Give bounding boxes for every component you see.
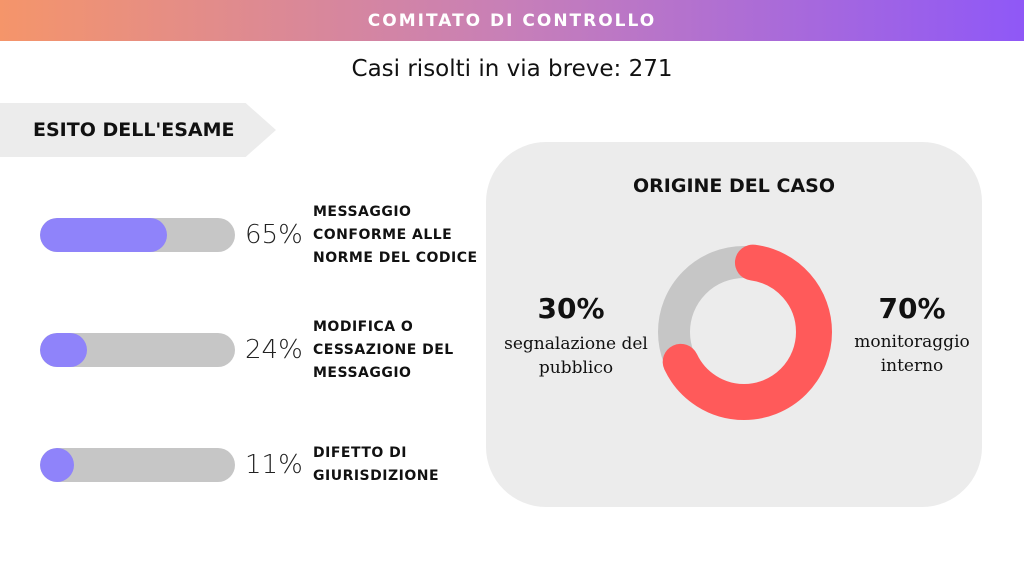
bar-track bbox=[40, 448, 235, 482]
section-tag-label: ESITO DELL'ESAME bbox=[33, 119, 235, 141]
bar-category-label: MODIFICA O CESSAZIONE DEL MESSAGGIO bbox=[313, 319, 454, 381]
bar-value-label: 65% bbox=[245, 220, 303, 250]
slice-name-label-pubblico: segnalazione del pubblico bbox=[504, 334, 648, 378]
bar-category-label: MESSAGGIO CONFORME ALLE NORME DEL CODICE bbox=[313, 204, 478, 266]
bar-fill-conforme bbox=[40, 218, 167, 252]
donut-chart bbox=[656, 244, 832, 420]
case-origin-panel: ORIGINE DEL CASO 30% segnalazione del pu… bbox=[486, 142, 982, 507]
bar-value-label: 11% bbox=[245, 450, 303, 480]
panel-title: ORIGINE DEL CASO bbox=[633, 175, 835, 197]
resolved-cases-subtitle: Casi risolti in via breve: 271 bbox=[351, 56, 673, 82]
header-title: COMITATO DI CONTROLLO bbox=[367, 10, 657, 31]
header-banner: COMITATO DI CONTROLLO bbox=[0, 0, 1024, 41]
bar-track bbox=[40, 333, 235, 367]
bar-fill-difetto bbox=[40, 448, 74, 482]
bar-row-difetto: 11% DIFETTO DI GIURISDIZIONE bbox=[40, 440, 500, 520]
bar-value-label: 24% bbox=[245, 335, 303, 365]
slice-value-label-pubblico: 30% bbox=[537, 292, 605, 325]
donut-slice-interno bbox=[656, 244, 832, 420]
bar-row-modifica: 24% MODIFICA O CESSAZIONE DEL MESSAGGIO bbox=[40, 319, 500, 405]
bar-row-conforme: 65% MESSAGGIO CONFORME ALLE NORME DEL CO… bbox=[40, 204, 500, 290]
slice-value-label-interno: 70% bbox=[878, 292, 946, 325]
slice-name-label-interno: monitoraggio interno bbox=[854, 332, 970, 376]
bar-fill-modifica bbox=[40, 333, 87, 367]
bar-track bbox=[40, 218, 235, 252]
bar-category-label: DIFETTO DI GIURISDIZIONE bbox=[313, 445, 440, 484]
section-tag: ESITO DELL'ESAME bbox=[0, 103, 276, 157]
